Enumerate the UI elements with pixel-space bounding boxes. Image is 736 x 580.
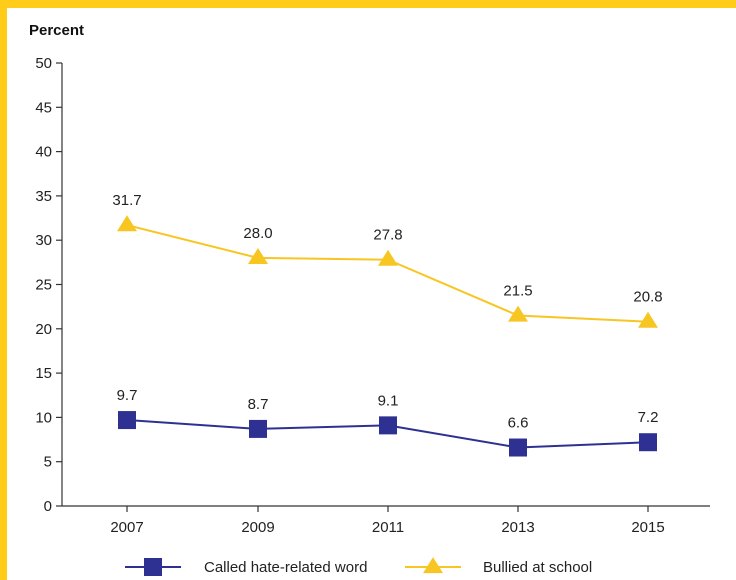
data-label: 31.7 <box>112 192 141 209</box>
data-label: 8.7 <box>248 396 269 413</box>
y-tick-label: 15 <box>35 365 52 382</box>
series-layer: 9.7 8.7 9.1 6.6 7.2 31.7 28.0 27.8 21.5 20.8 <box>112 192 663 457</box>
y-tick-label: 0 <box>44 498 52 515</box>
y-tick-label: 20 <box>35 321 52 338</box>
data-label: 20.8 <box>633 289 662 306</box>
data-point <box>639 433 657 452</box>
data-label: 6.6 <box>508 415 529 432</box>
y-tick-label: 10 <box>35 409 52 426</box>
line-chart: Percent 0 5 10 15 20 25 30 35 40 45 50 2007 2009 2011… <box>29 22 710 576</box>
y-tick-label: 5 <box>44 454 52 471</box>
legend-label: Bullied at school <box>483 559 592 576</box>
data-label: 9.7 <box>117 387 138 404</box>
data-point <box>508 305 528 322</box>
data-point <box>378 249 398 266</box>
series-bullied: 31.7 28.0 27.8 21.5 20.8 <box>112 192 663 328</box>
y-tick-label: 50 <box>35 55 52 72</box>
data-label: 27.8 <box>373 227 402 244</box>
legend-label: Called hate-related word <box>204 559 367 576</box>
data-point <box>249 419 267 438</box>
data-point <box>248 248 268 264</box>
y-tick-label: 25 <box>35 277 52 294</box>
x-tick-label: 2011 <box>372 519 404 536</box>
legend-square-icon <box>144 558 162 576</box>
data-point <box>638 311 658 328</box>
legend-triangle-icon <box>423 557 443 574</box>
data-label: 21.5 <box>503 283 532 300</box>
axes: 0 5 10 15 20 25 30 35 40 45 50 2007 2009 2011 2013 2015 <box>35 55 710 536</box>
legend: Called hate-related word Bullied at schoo… <box>125 557 592 576</box>
legend-item: Bullied at school <box>405 557 592 576</box>
y-tick-label: 35 <box>35 188 52 205</box>
data-point <box>118 411 136 430</box>
series-hate-word: 9.7 8.7 9.1 6.6 7.2 <box>117 387 659 457</box>
x-tick-label: 2015 <box>631 519 664 536</box>
y-axis-label: Percent <box>29 22 84 39</box>
data-point <box>509 438 527 457</box>
y-tick-label: 30 <box>35 232 52 249</box>
y-tick-label: 45 <box>35 99 52 116</box>
data-point <box>379 416 397 435</box>
data-label: 7.2 <box>638 409 659 426</box>
data-point <box>117 215 137 232</box>
x-tick-label: 2009 <box>241 519 274 536</box>
data-label: 28.0 <box>243 225 272 242</box>
data-label: 9.1 <box>378 392 399 409</box>
y-tick-label: 40 <box>35 144 52 161</box>
x-tick-label: 2013 <box>501 519 534 536</box>
legend-item: Called hate-related word <box>125 558 367 576</box>
x-tick-label: 2007 <box>110 519 143 536</box>
